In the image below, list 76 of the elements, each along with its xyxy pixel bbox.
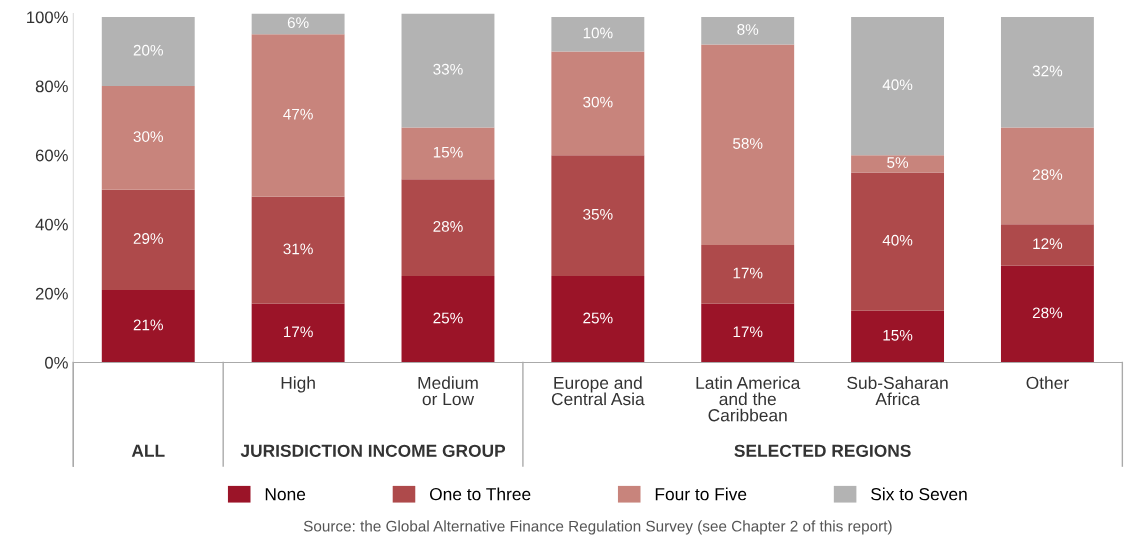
bar	[101, 189, 195, 290]
bar	[701, 303, 795, 363]
bar	[401, 276, 495, 363]
data-label: 33%	[433, 63, 463, 75]
text: ALL	[131, 444, 165, 457]
x-tick-label: Medium or Low	[418, 376, 478, 406]
data-label: 35%	[583, 208, 613, 220]
y-tick-label: 40%	[35, 218, 68, 231]
data-label: 15%	[433, 146, 463, 158]
x-tick-label: High	[281, 376, 315, 393]
bar	[551, 16, 645, 52]
y-tick-label: 60%	[35, 149, 68, 162]
legend-label: Four to Five	[655, 487, 747, 501]
x-tick-label: Sub-Saharan Africa	[847, 376, 948, 406]
data-label: 28%	[433, 221, 463, 232]
data-label: 30%	[583, 96, 613, 108]
bar	[251, 196, 345, 304]
y-tick-label: 100%	[27, 11, 68, 24]
y-tick-label: 20%	[35, 287, 68, 300]
data-label: 25%	[583, 312, 613, 324]
bar	[1000, 127, 1094, 225]
data-label: 15%	[883, 329, 913, 341]
data-label: 31%	[283, 243, 313, 255]
bar	[551, 276, 645, 363]
bar	[1000, 265, 1094, 363]
bar	[851, 155, 945, 173]
bar	[851, 310, 945, 363]
bar	[551, 155, 645, 277]
data-label: 47%	[283, 108, 313, 120]
source-note: Source: the Global Alternative Finance Regulation Survey (see Chapter 2 of this report)	[303, 520, 892, 535]
bar	[251, 34, 345, 197]
bar	[851, 16, 945, 156]
bar	[701, 44, 795, 245]
data-label: 5%	[887, 157, 909, 168]
x-tick-label: Europe and Central Asia	[551, 376, 645, 406]
legend-label: One to Three	[429, 487, 531, 501]
data-label: 17%	[733, 267, 763, 279]
data-label: 28%	[1032, 169, 1063, 181]
data-label: 32%	[1032, 65, 1063, 77]
data-label: 25%	[433, 312, 463, 324]
bar	[401, 13, 495, 128]
bar	[401, 127, 495, 180]
bar	[1000, 16, 1094, 128]
bar	[1000, 224, 1094, 266]
legend-label: None	[265, 488, 306, 501]
data-label: 30%	[133, 131, 163, 142]
bar	[101, 289, 195, 363]
data-label: 40%	[882, 79, 913, 91]
data-label: 28%	[1032, 307, 1063, 319]
data-label: 12%	[1033, 238, 1063, 250]
data-label: 8%	[737, 24, 759, 35]
bar	[101, 16, 195, 87]
bar	[251, 303, 345, 363]
bar	[701, 16, 795, 45]
bar	[251, 13, 345, 35]
bar	[401, 179, 495, 277]
data-label: 20%	[133, 44, 163, 56]
data-label: 58%	[733, 138, 763, 149]
bar	[551, 51, 645, 156]
data-label: 29%	[133, 233, 163, 244]
y-tick-label: 80%	[35, 80, 68, 93]
bar	[101, 86, 195, 190]
text: JURISDICTION INCOME GROUP	[240, 444, 506, 457]
bar	[701, 245, 795, 304]
data-label: 17%	[283, 326, 313, 338]
data-label: 40%	[882, 234, 913, 246]
text: SELECTED REGIONS	[734, 444, 911, 457]
data-label: 10%	[583, 27, 613, 39]
x-tick-label: Latin America and the Caribbean	[696, 376, 801, 422]
legend-label: Six to Seven	[871, 487, 967, 501]
x-tick-label: Other	[1026, 376, 1069, 390]
bar	[851, 172, 945, 311]
data-label: 21%	[133, 319, 163, 331]
data-label: 17%	[733, 326, 763, 338]
y-tick-label: 0%	[45, 356, 68, 369]
data-label: 6%	[287, 17, 309, 28]
